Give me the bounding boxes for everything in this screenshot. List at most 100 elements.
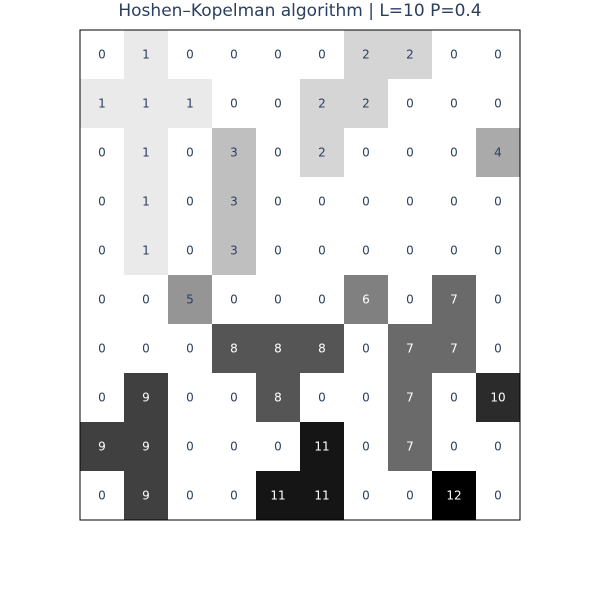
- heatmap-cell: [124, 128, 169, 178]
- cell-value-label: 0: [98, 48, 106, 62]
- heatmap-cell: [256, 275, 301, 325]
- heatmap-cell: [476, 373, 521, 423]
- heatmap-cell: [212, 128, 257, 178]
- heatmap-cell: [300, 128, 345, 178]
- heatmap-cell: [212, 324, 257, 374]
- cell-value-label: 0: [494, 48, 502, 62]
- cell-value-label: 3: [230, 195, 238, 209]
- cell-value-label: 1: [142, 146, 150, 160]
- heatmap-cell: [344, 128, 389, 178]
- cell-value-label: 1: [98, 97, 106, 111]
- heatmap-cell: [344, 373, 389, 423]
- cell-value-label: 9: [142, 489, 150, 503]
- cell-value-label: 7: [406, 342, 414, 356]
- heatmap-cell: [388, 30, 433, 80]
- cell-value-label: 2: [406, 48, 414, 62]
- heatmap-cell: [300, 275, 345, 325]
- heatmap-cell: [124, 177, 169, 227]
- heatmap-cell: [388, 373, 433, 423]
- cell-value-label: 0: [274, 146, 282, 160]
- heatmap-cell: [344, 275, 389, 325]
- cell-value-label: 2: [362, 97, 370, 111]
- cell-value-label: 8: [230, 342, 238, 356]
- heatmap-cell: [432, 226, 477, 276]
- cell-value-label: 8: [274, 391, 282, 405]
- heatmap-cell: [256, 79, 301, 129]
- heatmap-cell: [168, 79, 213, 129]
- heatmap-cell: [212, 177, 257, 227]
- heatmap-cell: [80, 422, 125, 472]
- cell-value-label: 0: [98, 146, 106, 160]
- cell-value-label: 0: [318, 244, 326, 258]
- cell-value-label: 1: [142, 48, 150, 62]
- cell-value-label: 0: [186, 489, 194, 503]
- cell-value-label: 0: [406, 293, 414, 307]
- heatmap-cell: [256, 422, 301, 472]
- cell-value-label: 7: [450, 293, 458, 307]
- heatmap-cell: [212, 226, 257, 276]
- heatmap-cell: [344, 79, 389, 129]
- heatmap-cell: [80, 324, 125, 374]
- cell-value-label: 7: [406, 440, 414, 454]
- cell-value-label: 0: [494, 244, 502, 258]
- cell-value-label: 0: [142, 342, 150, 356]
- cell-value-label: 0: [186, 391, 194, 405]
- cell-value-label: 0: [406, 244, 414, 258]
- cell-value-label: 0: [450, 146, 458, 160]
- cell-value-label: 0: [274, 195, 282, 209]
- cell-value-label: 0: [98, 342, 106, 356]
- heatmap-cell: [432, 471, 477, 521]
- cell-value-label: 9: [98, 440, 106, 454]
- cell-value-label: 0: [186, 48, 194, 62]
- heatmap-cell: [476, 324, 521, 374]
- heatmap-cell: [476, 275, 521, 325]
- heatmap-cell: [388, 79, 433, 129]
- heatmap-cell: [388, 471, 433, 521]
- cell-value-label: 0: [98, 293, 106, 307]
- cell-value-label: 11: [270, 489, 285, 503]
- heatmap-cell: [476, 226, 521, 276]
- heatmap-cell: [300, 471, 345, 521]
- heatmap-cell: [124, 79, 169, 129]
- cell-value-label: 0: [274, 293, 282, 307]
- cell-value-label: 0: [318, 48, 326, 62]
- heatmap-cell: [476, 471, 521, 521]
- heatmap-cell: [80, 177, 125, 227]
- heatmap-cell: [432, 30, 477, 80]
- heatmap-cell: [344, 422, 389, 472]
- heatmap-cell: [256, 471, 301, 521]
- heatmap-cell: [80, 226, 125, 276]
- cell-value-label: 0: [230, 440, 238, 454]
- cell-value-label: 0: [450, 195, 458, 209]
- heatmap-cell: [124, 324, 169, 374]
- heatmap-cell: [212, 373, 257, 423]
- cell-value-label: 6: [362, 293, 370, 307]
- heatmap-cell: [168, 422, 213, 472]
- cell-value-label: 0: [98, 489, 106, 503]
- cell-value-label: 0: [362, 342, 370, 356]
- heatmap-cell: [388, 422, 433, 472]
- heatmap-cell: [256, 226, 301, 276]
- heatmap-cell: [476, 422, 521, 472]
- heatmap-cell: [256, 177, 301, 227]
- cell-value-label: 0: [230, 293, 238, 307]
- cell-value-label: 2: [318, 97, 326, 111]
- cell-value-label: 0: [450, 244, 458, 258]
- heatmap-cell: [432, 128, 477, 178]
- heatmap-cell: [212, 422, 257, 472]
- cell-value-label: 0: [318, 391, 326, 405]
- heatmap-cell: [344, 324, 389, 374]
- cell-value-label: 0: [274, 440, 282, 454]
- cell-value-label: 0: [406, 146, 414, 160]
- heatmap-cell: [476, 79, 521, 129]
- heatmap-cell: [476, 128, 521, 178]
- cell-value-label: 0: [494, 293, 502, 307]
- cell-value-label: 7: [450, 342, 458, 356]
- heatmap-cell: [256, 30, 301, 80]
- cell-value-label: 11: [314, 489, 329, 503]
- heatmap-cell: [256, 373, 301, 423]
- heatmap-cell: [388, 275, 433, 325]
- cell-value-label: 9: [142, 440, 150, 454]
- heatmap-cell: [80, 128, 125, 178]
